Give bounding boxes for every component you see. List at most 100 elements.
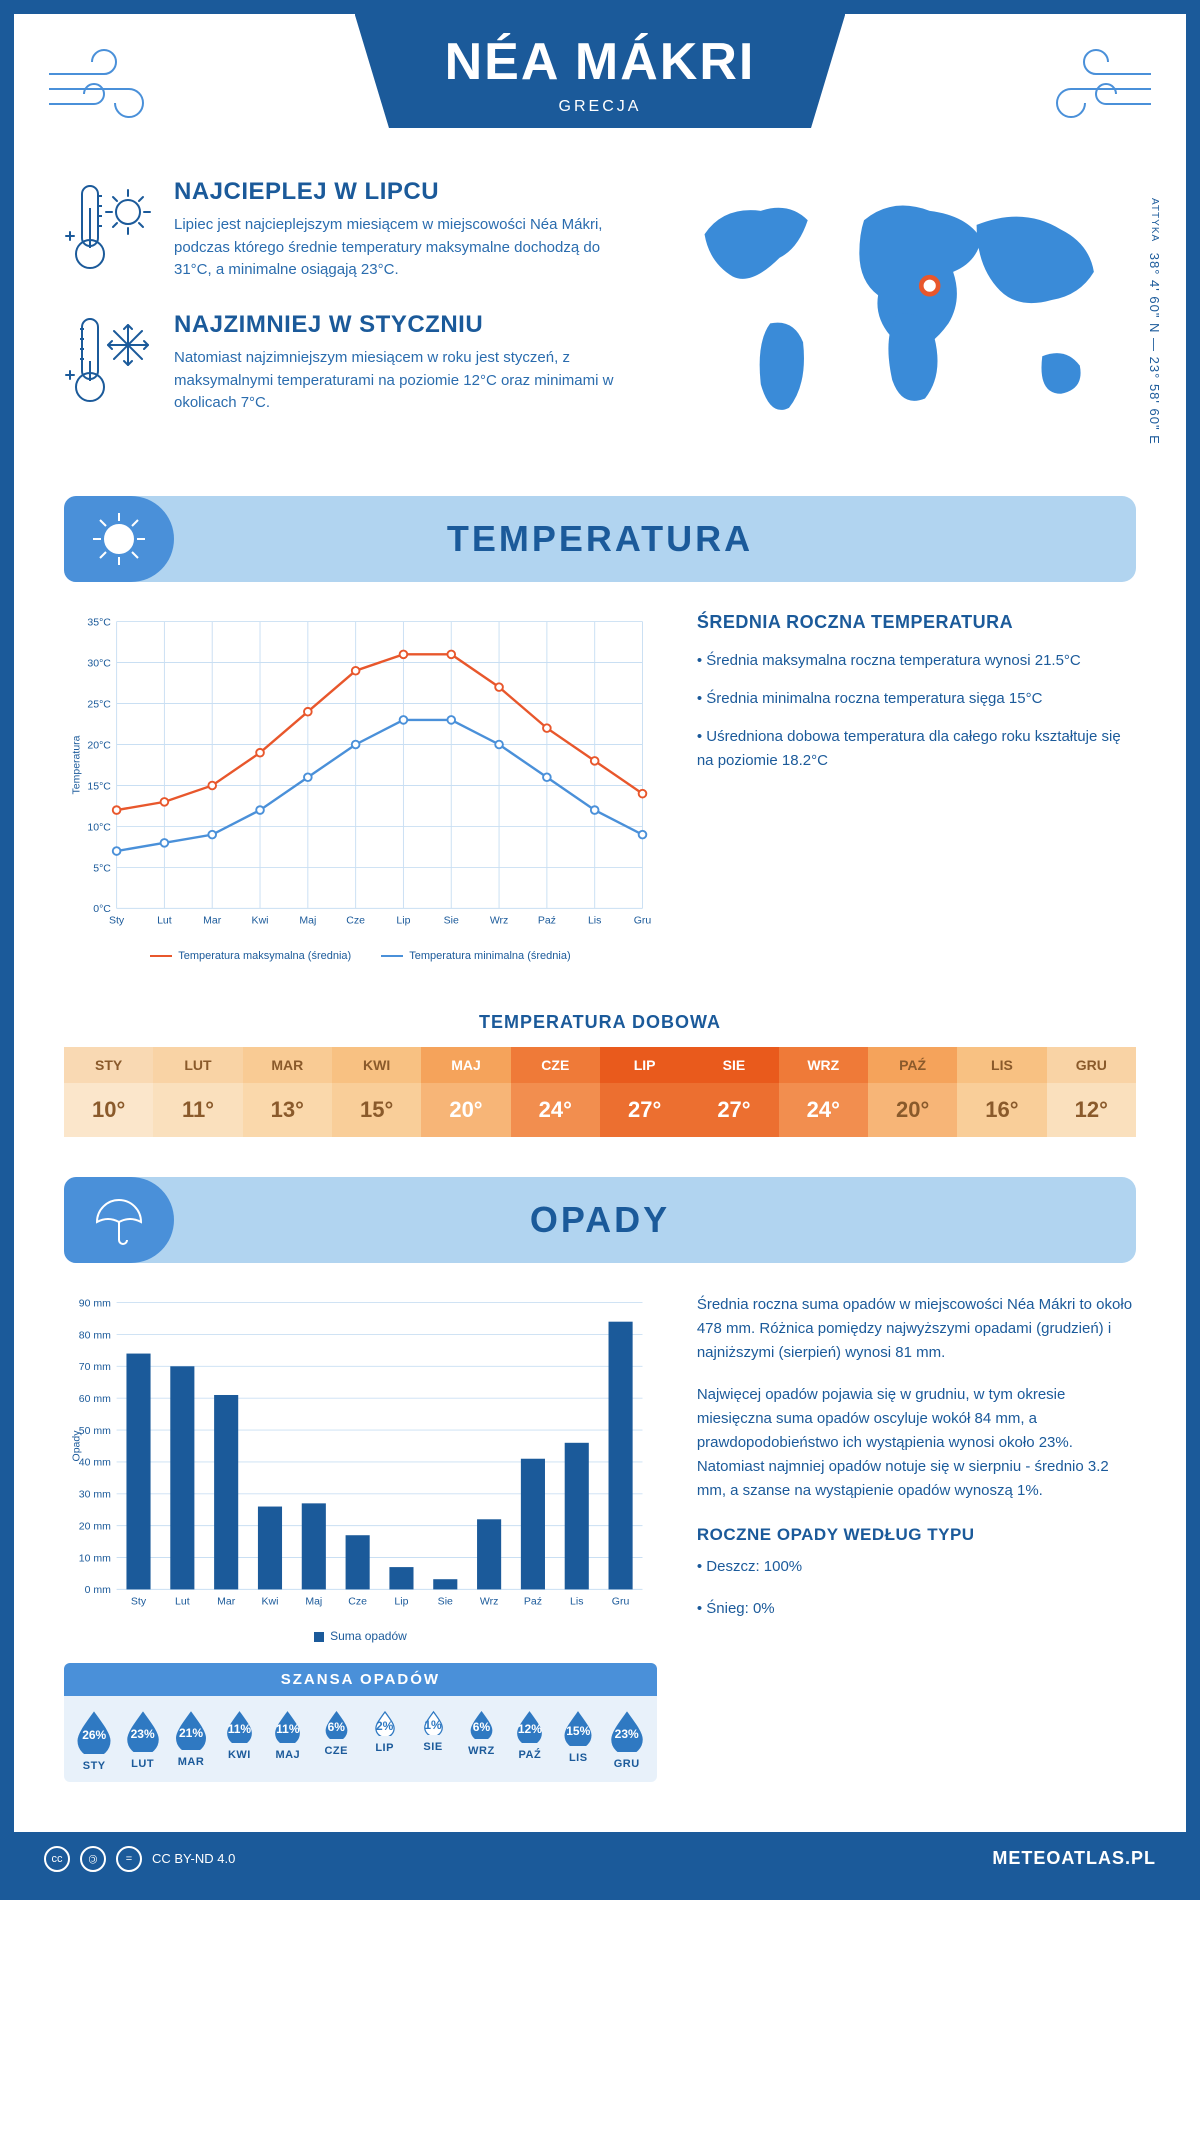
chance-item: 11% KWI [215,1710,263,1772]
section-temperature-header: TEMPERATURA [64,496,1136,582]
coordinates: ATTYKA 38° 4' 60" N — 23° 58' 60" E [1147,198,1162,445]
wind-icon [44,44,164,139]
daily-temp-title: TEMPERATURA DOBOWA [14,1012,1186,1033]
temperature-row: 0°C5°C10°C15°C20°C25°C30°C35°CStyLutMarK… [14,602,1186,982]
chance-item: 2% LIP [360,1710,408,1772]
summary-bullet: • Średnia maksymalna roczna temperatura … [697,649,1136,673]
summary-bullet: • Średnia minimalna roczna temperatura s… [697,687,1136,711]
drop-icon: 21% [171,1710,211,1750]
temperature-summary: ŚREDNIA ROCZNA TEMPERATURA • Średnia mak… [697,612,1136,962]
chance-item: 6% CZE [312,1710,360,1772]
svg-text:40 mm: 40 mm [79,1457,111,1469]
nd-icon: = [116,1846,142,1872]
temp-cell: CZE 24° [511,1047,600,1137]
svg-text:Sie: Sie [438,1595,453,1607]
svg-text:Sty: Sty [131,1595,147,1607]
footer: cc 🄯 = CC BY-ND 4.0 METEOATLAS.PL [14,1832,1186,1886]
svg-text:Paź: Paź [524,1595,542,1607]
svg-text:Gru: Gru [634,914,652,926]
svg-text:Kwi: Kwi [252,914,269,926]
legend-max: Temperatura maksymalna (średnia) [150,950,351,962]
temp-cell: STY 10° [64,1047,153,1137]
by-type-item: • Deszcz: 100% [697,1555,1136,1579]
svg-text:Sty: Sty [109,914,125,926]
svg-text:Cze: Cze [348,1595,367,1607]
temp-cell: LUT 11° [153,1047,242,1137]
chance-item: 15% LIS [554,1710,602,1772]
temp-cell: GRU 12° [1047,1047,1136,1137]
svg-text:Wrz: Wrz [480,1595,498,1607]
svg-text:15°C: 15°C [87,780,111,792]
region-label: ATTYKA [1149,198,1160,242]
footer-license: cc 🄯 = CC BY-ND 4.0 [44,1846,235,1872]
drop-icon: 23% [606,1710,648,1752]
drop-icon: 1% [421,1710,446,1735]
temp-cell: SIE 27° [689,1047,778,1137]
umbrella-icon [64,1177,174,1263]
svg-text:10°C: 10°C [87,821,111,833]
fact-hot-title: NAJCIEPLEJ W LIPCU [174,178,627,206]
svg-text:Lis: Lis [588,914,601,926]
svg-text:10 mm: 10 mm [79,1552,111,1564]
svg-text:Mar: Mar [203,914,222,926]
chance-grid: 26% STY 23% LUT 21% MAR [64,1696,657,1782]
drop-icon: 26% [72,1710,116,1754]
precip-chance-box: SZANSA OPADÓW 26% STY 23% LUT [64,1663,657,1782]
temp-cell: PAŹ 20° [868,1047,957,1137]
precip-para: Najwięcej opadów pojawia się w grudniu, … [697,1383,1136,1503]
svg-text:Maj: Maj [299,914,316,926]
temp-cell: KWI 15° [332,1047,421,1137]
chance-item: 6% WRZ [457,1710,505,1772]
temp-cell: LIP 27° [600,1047,689,1137]
svg-text:Lip: Lip [394,1595,408,1607]
drop-icon: 15% [560,1710,596,1746]
svg-text:20°C: 20°C [87,739,111,751]
chance-item: 23% GRU [602,1710,650,1772]
temp-cell: WRZ 24° [779,1047,868,1137]
svg-text:30°C: 30°C [87,657,111,669]
svg-text:0 mm: 0 mm [85,1584,112,1596]
temp-cell: LIS 16° [957,1047,1046,1137]
svg-text:Maj: Maj [305,1595,322,1607]
chance-title: SZANSA OPADÓW [64,1663,657,1696]
fact-cold-title: NAJZIMNIEJ W STYCZNIU [174,311,627,339]
svg-text:Opady: Opady [70,1430,82,1462]
wind-icon [1036,44,1156,139]
svg-text:Sie: Sie [444,914,459,926]
summary-bullet: • Uśredniona dobowa temperatura dla całe… [697,725,1136,773]
svg-text:Lut: Lut [175,1595,190,1607]
svg-text:80 mm: 80 mm [79,1329,111,1341]
temp-cell: MAR 13° [243,1047,332,1137]
precip-left: 0 mm10 mm20 mm30 mm40 mm50 mm60 mm70 mm8… [64,1293,657,1782]
svg-text:Lip: Lip [396,914,410,926]
bar-legend: Suma opadów [64,1629,657,1643]
svg-text:5°C: 5°C [93,862,111,874]
precip-bar-chart: 0 mm10 mm20 mm30 mm40 mm50 mm60 mm70 mm8… [64,1293,657,1623]
section-title: OPADY [530,1199,670,1240]
svg-text:Mar: Mar [217,1595,236,1607]
drop-icon: 23% [122,1710,164,1752]
drop-icon: 2% [372,1710,398,1736]
drop-icon: 6% [322,1710,351,1739]
chart-legend: Temperatura maksymalna (średnia) Tempera… [64,950,657,962]
svg-text:60 mm: 60 mm [79,1393,111,1405]
header: NÉA MÁKRI GRECJA [14,14,1186,158]
thermometer-snow-icon [64,311,154,416]
by-type-title: ROCZNE OPADY WEDŁUG TYPU [697,1525,1136,1545]
license-text: CC BY-ND 4.0 [152,1851,235,1866]
coords-value: 38° 4' 60" N — 23° 58' 60" E [1147,253,1162,445]
legend-min: Temperatura minimalna (średnia) [381,950,570,962]
summary-title: ŚREDNIA ROCZNA TEMPERATURA [697,612,1136,633]
svg-text:Lut: Lut [157,914,172,926]
intro-section: NAJCIEPLEJ W LIPCU Lipiec jest najcieple… [14,158,1186,476]
world-map-icon [667,178,1136,446]
chance-item: 21% MAR [167,1710,215,1772]
title-banner: NÉA MÁKRI GRECJA [355,14,846,128]
precip-para: Średnia roczna suma opadów w miejscowośc… [697,1293,1136,1365]
intro-facts: NAJCIEPLEJ W LIPCU Lipiec jest najcieple… [64,178,627,446]
thermometer-sun-icon [64,178,154,283]
precip-text: Średnia roczna suma opadów w miejscowośc… [697,1293,1136,1782]
sun-icon [64,496,174,582]
svg-text:Kwi: Kwi [262,1595,279,1607]
precip-row: 0 mm10 mm20 mm30 mm40 mm50 mm60 mm70 mm8… [14,1283,1186,1802]
